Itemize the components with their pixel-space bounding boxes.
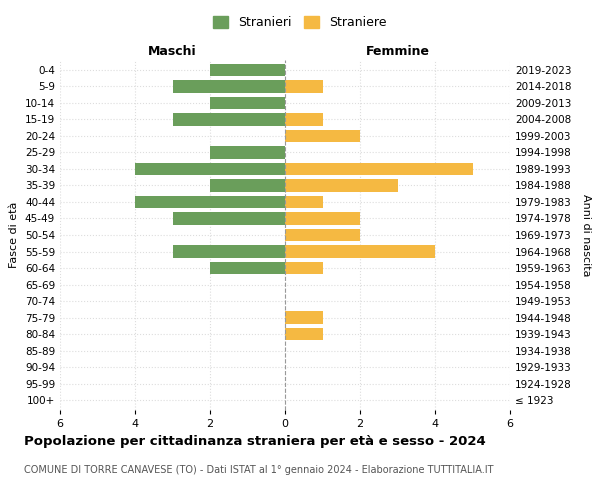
Bar [285,246,435,258]
Bar [210,96,285,109]
Bar [173,80,285,92]
Bar [210,146,285,158]
Bar [285,328,323,340]
Bar [285,113,323,126]
Text: Femmine: Femmine [365,46,430,59]
Bar [285,130,360,142]
Bar [210,262,285,274]
Bar [285,229,360,241]
Bar [285,212,360,224]
Bar [285,262,323,274]
Bar [285,180,398,192]
Legend: Stranieri, Straniere: Stranieri, Straniere [208,11,392,34]
Y-axis label: Anni di nascita: Anni di nascita [581,194,591,276]
Text: Maschi: Maschi [148,46,197,59]
Bar [173,113,285,126]
Text: Popolazione per cittadinanza straniera per età e sesso - 2024: Popolazione per cittadinanza straniera p… [24,435,486,448]
Bar [135,163,285,175]
Bar [173,246,285,258]
Bar [285,80,323,92]
Bar [285,196,323,208]
Y-axis label: Fasce di età: Fasce di età [10,202,19,268]
Bar [210,180,285,192]
Bar [210,64,285,76]
Bar [135,196,285,208]
Text: COMUNE DI TORRE CANAVESE (TO) - Dati ISTAT al 1° gennaio 2024 - Elaborazione TUT: COMUNE DI TORRE CANAVESE (TO) - Dati IST… [24,465,493,475]
Bar [285,312,323,324]
Bar [173,212,285,224]
Bar [285,163,473,175]
